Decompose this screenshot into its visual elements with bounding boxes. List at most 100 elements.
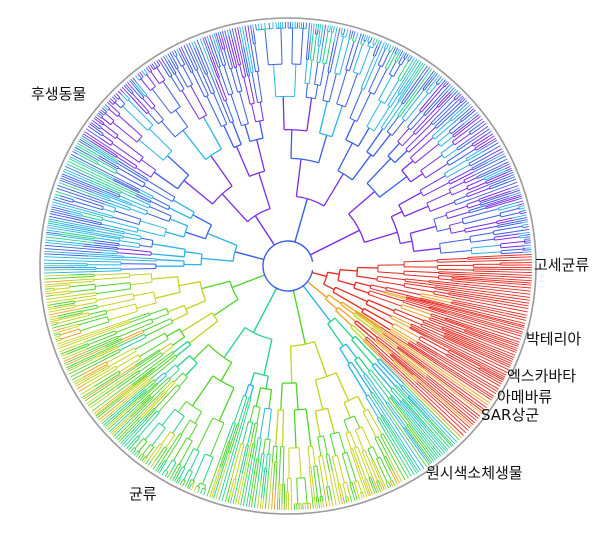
tree-branch (317, 435, 324, 438)
tree-branch (466, 204, 469, 209)
tree-branch (468, 338, 515, 359)
tree-branch (334, 317, 354, 339)
tree-branch (175, 344, 192, 357)
tree-branch (413, 374, 473, 427)
tree-branch (448, 188, 453, 196)
tree-branch (74, 146, 100, 161)
tree-branch (92, 129, 103, 137)
tree-branch (252, 24, 254, 31)
tree-branch (372, 446, 379, 459)
tree-branch (93, 232, 124, 239)
tree-branch (171, 312, 189, 322)
tree-branch (280, 28, 283, 65)
tree-branch (413, 106, 439, 133)
tree-branch (448, 351, 480, 370)
tree-branch (235, 67, 243, 92)
tree-branch (213, 39, 219, 53)
tree-branch (423, 181, 450, 197)
tree-branch (335, 286, 368, 303)
tree-branch (341, 35, 347, 38)
tree-branch (191, 375, 214, 407)
tree-branch (454, 133, 471, 146)
tree-branch (484, 170, 507, 181)
tree-branch (249, 372, 255, 386)
tree-branch (149, 64, 154, 70)
tree-branch (434, 122, 455, 140)
tree-branch (154, 291, 181, 299)
tree-branch (348, 213, 366, 243)
tree-branch (398, 356, 477, 422)
tree-branch (350, 326, 365, 341)
tree-branch (156, 67, 166, 81)
tree-branch (420, 336, 449, 352)
tree-branch (135, 303, 138, 312)
tree-branch (400, 405, 442, 457)
tree-branch (419, 175, 446, 191)
tree-branch (354, 322, 376, 341)
tree-branch (121, 94, 129, 102)
tree-branch (479, 367, 494, 376)
tree-branch (215, 453, 231, 500)
tree-branch (455, 98, 458, 101)
tree-branch (150, 318, 154, 323)
tree-branch (348, 30, 352, 37)
tree-branch (468, 182, 487, 191)
tree-branch (310, 466, 315, 493)
tree-branch (392, 387, 404, 400)
tree-branch (220, 362, 233, 382)
tree-branch (346, 452, 357, 482)
tree-branch (432, 119, 452, 137)
tree-branch (365, 396, 379, 418)
tree-branch (515, 195, 522, 199)
tree-branch (139, 455, 145, 461)
tree-branch (452, 275, 482, 279)
tree-branch (50, 320, 57, 323)
tree-branch (512, 214, 527, 219)
tree-branch (151, 427, 166, 446)
tree-branch (101, 249, 118, 252)
tree-branch (380, 434, 392, 455)
tree-branch (146, 74, 156, 87)
tree-branch (513, 216, 528, 221)
tree-branch (440, 136, 454, 147)
tree-branch (497, 256, 532, 259)
tree-branch (465, 304, 527, 319)
tree-branch (264, 468, 270, 509)
tree-branch (44, 248, 102, 254)
tree-branch (225, 36, 236, 68)
tree-branch (239, 26, 245, 47)
tree-branch (47, 303, 54, 306)
tree-branch (144, 422, 160, 441)
tree-branch (250, 44, 257, 72)
tree-branch (94, 385, 134, 416)
tree-branch (244, 384, 250, 397)
tree-branch (353, 481, 359, 494)
tree-branch (153, 61, 158, 68)
tree-branch (332, 471, 341, 505)
outer-ring (39, 17, 537, 515)
tree-branch (396, 48, 400, 55)
tree-branch (345, 29, 349, 36)
tree-branch (188, 49, 199, 70)
tree-branch (235, 146, 250, 177)
tree-branch (105, 188, 121, 196)
tree-branch (256, 71, 263, 102)
tree-branch (80, 386, 95, 396)
tree-branch (137, 453, 143, 459)
tree-branch (46, 231, 62, 235)
tree-branch (44, 259, 88, 262)
tree-branch (409, 340, 497, 394)
tree-branch (377, 41, 385, 58)
tree-branch (372, 392, 381, 404)
tree-branch (206, 440, 228, 497)
tree-branch (47, 222, 62, 226)
tree-branch (439, 243, 442, 254)
tree-branch (116, 156, 136, 169)
tree-branch (53, 196, 60, 199)
tree-branch (367, 409, 383, 435)
tree-branch (369, 290, 404, 302)
tree-branch (96, 397, 123, 419)
tree-branch (405, 426, 433, 464)
tree-branch (491, 376, 503, 383)
tree-branch (199, 114, 207, 120)
